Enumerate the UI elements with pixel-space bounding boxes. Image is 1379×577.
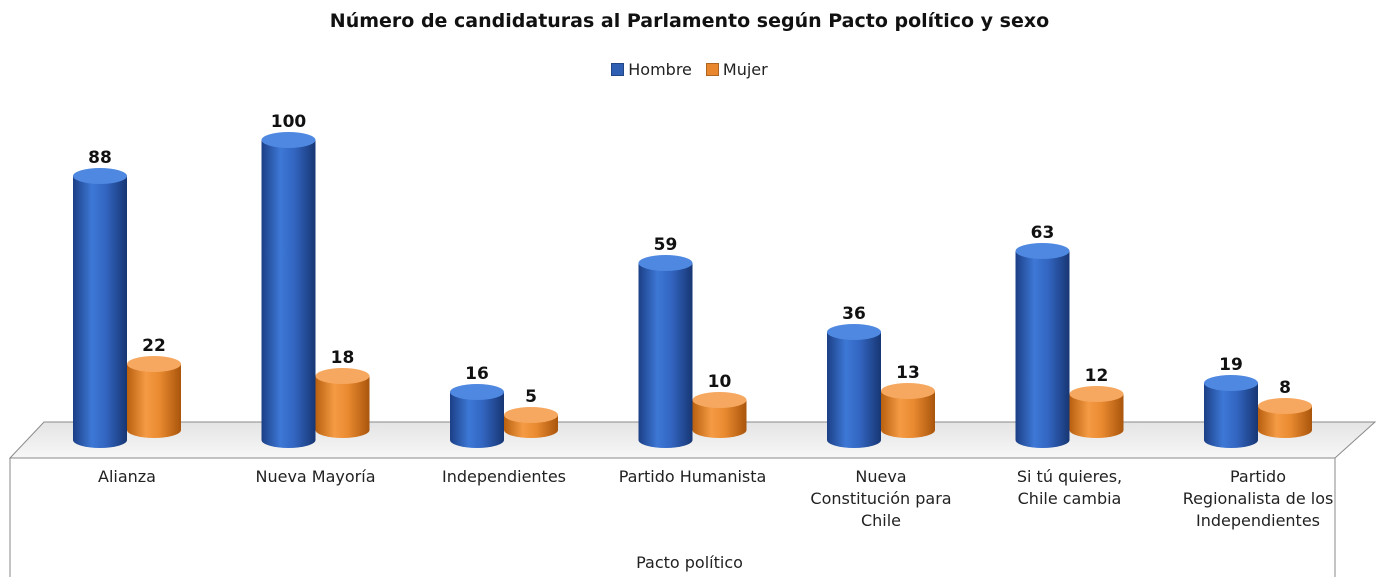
bar-cap-mujer-5 <box>881 383 935 399</box>
category-label-4: Partido Humanista <box>603 466 783 488</box>
category-label-6: Si tú quieres, Chile cambia <box>980 466 1160 510</box>
legend-label-mujer: Mujer <box>722 60 768 79</box>
category-label-2: Nueva Mayoría <box>226 466 406 488</box>
bar-cap-hombre-4 <box>638 255 693 271</box>
bar-cap-hombre-1 <box>73 168 127 184</box>
category-label-line: Si tú quieres, <box>1016 467 1123 486</box>
category-label-line: Chile cambia <box>1017 489 1122 508</box>
bar-hombre-1 <box>73 168 127 448</box>
bar-cap-mujer-7 <box>1258 398 1312 414</box>
bar-body-hombre-5 <box>827 332 881 448</box>
data-label-hombre-1: 88 <box>88 148 112 168</box>
bar-hombre-4 <box>638 255 693 448</box>
bar-cap-hombre-7 <box>1204 375 1258 391</box>
data-label-mujer-2: 18 <box>331 348 355 368</box>
bar-cap-hombre-2 <box>261 132 316 148</box>
data-label-hombre-6: 63 <box>1031 223 1055 243</box>
category-label-line: Independientes <box>1195 511 1321 530</box>
category-label-line: Regionalista de los <box>1182 489 1334 508</box>
data-label-mujer-4: 10 <box>708 372 732 392</box>
bar-mujer-1 <box>127 356 181 438</box>
bar-cap-mujer-2 <box>315 368 370 384</box>
bar-cap-hombre-5 <box>827 324 881 340</box>
data-label-hombre-4: 59 <box>654 235 678 255</box>
bar-mujer-4 <box>692 392 747 438</box>
bar-body-hombre-3 <box>450 392 504 448</box>
category-label-3: Independientes <box>414 466 594 488</box>
category-label-line: Chile <box>860 511 902 530</box>
chart-title: Número de candidaturas al Parlamento seg… <box>329 10 1050 32</box>
bar-body-mujer-1 <box>127 364 181 438</box>
bar-cap-mujer-6 <box>1069 386 1124 402</box>
category-label-line: Alianza <box>98 467 156 486</box>
bar-hombre-7 <box>1204 375 1258 448</box>
category-label-line: Constitución para <box>810 489 952 508</box>
bar-mujer-5 <box>881 383 935 438</box>
bar-body-hombre-1 <box>73 176 127 448</box>
data-label-mujer-3: 5 <box>525 387 537 407</box>
category-label-line: Independientes <box>441 467 567 486</box>
category-label-line: Nueva <box>855 467 907 486</box>
bar-body-hombre-4 <box>638 263 693 448</box>
data-label-hombre-5: 36 <box>842 304 866 324</box>
bar-body-hombre-7 <box>1204 383 1258 448</box>
legend-item-hombre: Hombre <box>611 60 692 79</box>
bar-mujer-3 <box>504 407 558 438</box>
bar-hombre-6 <box>1015 243 1070 448</box>
category-label-5: Nueva Constitución para Chile <box>791 466 971 532</box>
data-label-hombre-2: 100 <box>271 112 307 132</box>
bar-mujer-7 <box>1258 398 1312 438</box>
data-label-mujer-5: 13 <box>896 363 920 383</box>
legend-swatch-hombre <box>611 63 625 76</box>
bar-body-mujer-4 <box>692 400 747 438</box>
data-label-mujer-7: 8 <box>1279 378 1291 398</box>
category-label-line: Partido Humanista <box>618 467 767 486</box>
bar-body-hombre-2 <box>261 140 316 448</box>
bar-cap-mujer-1 <box>127 356 181 372</box>
data-label-hombre-3: 16 <box>465 364 489 384</box>
bar-body-mujer-5 <box>881 391 935 438</box>
bar-cap-hombre-6 <box>1015 243 1070 259</box>
legend-label-hombre: Hombre <box>628 60 692 79</box>
category-label-1: Alianza <box>37 466 217 488</box>
category-label-7: Partido Regionalista de los Independientes <box>1168 466 1348 532</box>
bar-body-mujer-2 <box>315 376 370 438</box>
bar-cap-mujer-3 <box>504 407 558 423</box>
legend-swatch-mujer <box>705 63 719 76</box>
legend: Hombre Mujer <box>0 60 1379 79</box>
data-label-mujer-1: 22 <box>142 336 166 356</box>
data-label-hombre-7: 19 <box>1219 355 1243 375</box>
category-label-line: Partido <box>1230 467 1286 486</box>
bar-mujer-2 <box>315 368 370 438</box>
bar-hombre-2 <box>261 132 316 448</box>
category-label-line: Nueva Mayoría <box>255 467 376 486</box>
x-axis-title: Pacto político <box>636 553 743 572</box>
bar-mujer-6 <box>1069 386 1124 438</box>
bar-body-mujer-7 <box>1258 406 1312 438</box>
bar-cap-mujer-4 <box>692 392 747 408</box>
legend-item-mujer: Mujer <box>705 60 768 79</box>
bar-body-hombre-6 <box>1015 251 1070 448</box>
bar-cap-hombre-3 <box>450 384 504 400</box>
bar-hombre-5 <box>827 324 881 448</box>
bar-body-mujer-6 <box>1069 394 1124 438</box>
bars-group: 88 22 100 18 16 5 59 10 36 13 63 12 19 8 <box>73 112 1312 448</box>
data-label-mujer-6: 12 <box>1085 366 1109 386</box>
bar-hombre-3 <box>450 384 504 448</box>
